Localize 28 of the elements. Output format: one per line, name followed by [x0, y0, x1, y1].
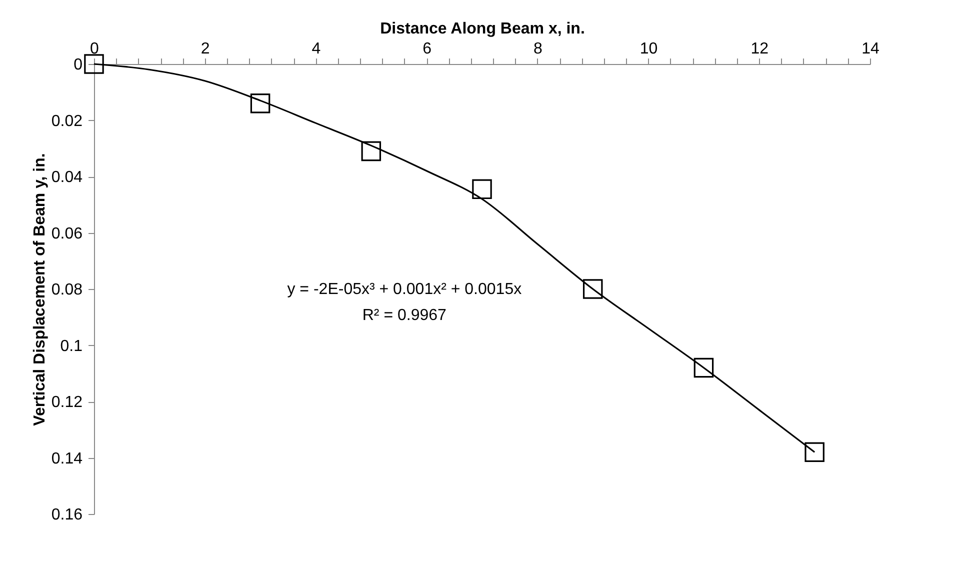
y-tick-label: 0.16 — [51, 506, 83, 524]
x-axis-title: Distance Along Beam x, in. — [380, 20, 585, 38]
x-tick-label: 12 — [750, 40, 769, 58]
y-tick-label: 0.1 — [60, 338, 83, 355]
point — [472, 179, 492, 200]
x-tick-label: 6 — [422, 40, 432, 58]
x-tick-label: 14 — [862, 40, 880, 58]
point — [694, 358, 714, 378]
point — [361, 141, 382, 162]
annotation: y = -2E-05x³ + 0.001x² + 0.0015x — [287, 281, 522, 298]
annotation: R² = 0.9967 — [362, 307, 447, 324]
y-tick-label: 0.06 — [51, 225, 83, 242]
y-tick-label: 0.04 — [51, 169, 83, 186]
point — [804, 442, 824, 462]
point — [84, 54, 104, 74]
x-tick-label: 10 — [640, 40, 658, 58]
y-tick-label: 0 — [74, 56, 83, 74]
x-tick-label: 0 — [90, 40, 100, 58]
y-tick-label: 0.02 — [51, 112, 83, 130]
x-tick-label: 2 — [200, 40, 210, 58]
y-axis-title: Vertical Displacement of Beam y, in. — [31, 153, 48, 426]
x-tick-label: 8 — [533, 40, 542, 58]
y-tick-label: 0.12 — [51, 394, 83, 411]
y-tick-label: 0.14 — [51, 450, 83, 468]
x-tick-label: 4 — [312, 40, 321, 58]
y-tick-label: 0.08 — [51, 282, 83, 298]
point — [582, 279, 603, 299]
point — [250, 93, 270, 114]
